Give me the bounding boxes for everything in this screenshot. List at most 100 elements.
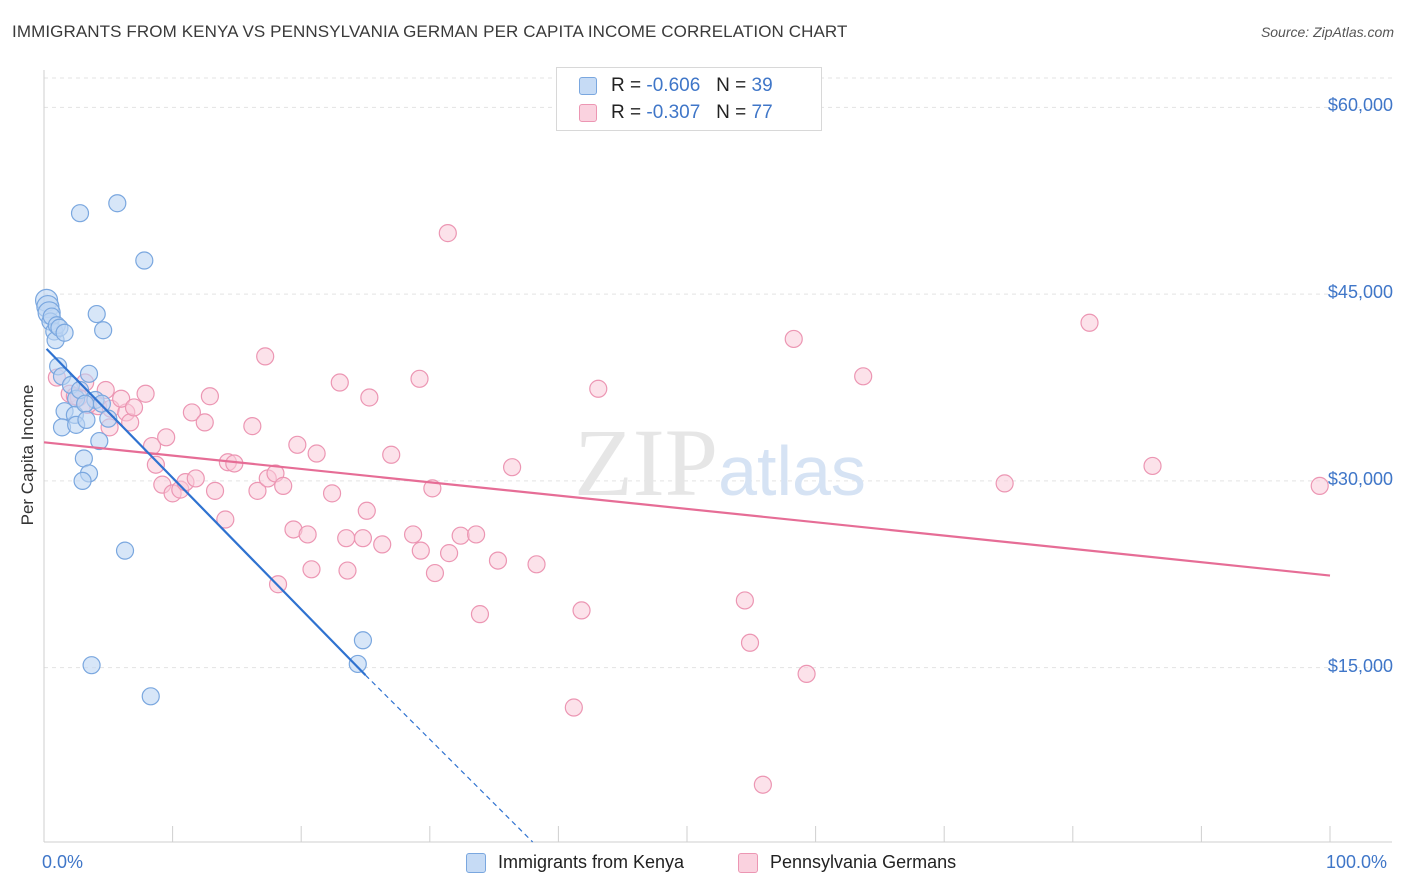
data-point-kenya xyxy=(55,323,74,342)
data-point-pennsylvania xyxy=(995,474,1014,493)
data-point-pennsylvania xyxy=(564,698,583,717)
legend-n-label: N = xyxy=(716,102,747,123)
legend-row-pennsylvania: R = -0.307 N = 77 xyxy=(579,100,773,126)
data-point-pennsylvania xyxy=(423,479,442,498)
x-tick-label-max: 100.0% xyxy=(1326,852,1388,872)
trend-line-kenya xyxy=(45,348,367,676)
data-point-kenya xyxy=(79,364,99,383)
data-point-pennsylvania xyxy=(488,551,508,570)
legend-swatch-pennsylvania xyxy=(579,104,597,122)
data-point-pennsylvania xyxy=(307,444,326,463)
data-point-kenya xyxy=(87,304,106,324)
data-point-kenya xyxy=(108,194,127,213)
data-point-pennsylvania xyxy=(589,379,608,398)
data-point-pennsylvania xyxy=(360,388,379,407)
data-point-pennsylvania xyxy=(302,560,321,579)
legend-n-value-kenya: 39 xyxy=(751,75,773,96)
data-point-kenya xyxy=(92,394,111,413)
data-point-pennsylvania xyxy=(451,526,470,545)
trend-line-pennsylvania xyxy=(43,441,1331,577)
legend-row-kenya: R = -0.606 N = 39 xyxy=(579,73,773,99)
chart-title: IMMIGRANTS FROM KENYA VS PENNSYLVANIA GE… xyxy=(12,22,848,41)
data-point-pennsylvania xyxy=(410,369,429,388)
data-point-kenya xyxy=(94,321,113,340)
data-point-pennsylvania xyxy=(298,525,317,544)
data-point-kenya xyxy=(70,204,90,223)
legend-n-label: N = xyxy=(716,75,747,96)
data-point-pennsylvania xyxy=(205,481,225,500)
data-point-pennsylvania xyxy=(1080,313,1099,332)
bottom-legend-kenya: Immigrants from Kenya xyxy=(466,852,684,873)
legend-r-value-pennsylvania: -0.307 xyxy=(646,102,701,123)
data-point-pennsylvania xyxy=(382,445,401,464)
watermark-atlas: atlas xyxy=(718,432,866,510)
trend-line-kenya-extrapolated xyxy=(365,674,534,843)
bottom-legend-swatch-kenya xyxy=(466,852,486,873)
data-point-pennsylvania xyxy=(146,455,165,474)
data-point-pennsylvania xyxy=(200,387,219,406)
data-point-pennsylvania xyxy=(466,525,486,544)
kenya-points xyxy=(34,194,373,706)
data-point-pennsylvania xyxy=(288,435,307,454)
data-point-pennsylvania xyxy=(438,224,457,243)
data-point-pennsylvania xyxy=(248,481,267,500)
bottom-legend-label-pennsylvania: Pennsylvania Germans xyxy=(770,852,957,872)
data-point-pennsylvania xyxy=(357,501,376,520)
data-point-pennsylvania xyxy=(784,329,803,349)
correlation-legend: R = -0.606 N = 39 R = -0.307 N = 77 xyxy=(556,67,822,131)
y-tick-label: $60,000 xyxy=(1327,95,1393,116)
data-point-kenya xyxy=(141,687,160,706)
data-point-kenya xyxy=(348,654,367,674)
data-point-pennsylvania xyxy=(425,563,445,583)
data-point-pennsylvania xyxy=(403,525,423,544)
data-point-pennsylvania xyxy=(353,529,373,548)
data-point-pennsylvania xyxy=(322,484,342,503)
data-point-pennsylvania xyxy=(338,561,357,580)
source-label: Source: ZipAtlas.com xyxy=(1260,24,1394,40)
data-point-pennsylvania xyxy=(157,428,176,447)
watermark-zip: ZIP xyxy=(574,409,718,516)
data-point-pennsylvania xyxy=(330,373,349,392)
y-tick-label: $15,000 xyxy=(1327,655,1393,676)
x-tick-label-min: 0.0% xyxy=(42,852,84,872)
y-tick-label: $45,000 xyxy=(1327,282,1393,303)
data-point-pennsylvania xyxy=(274,476,293,495)
data-point-kenya xyxy=(73,471,92,491)
legend-n-value-pennsylvania: 77 xyxy=(751,102,773,123)
data-point-pennsylvania xyxy=(195,413,214,432)
data-point-pennsylvania xyxy=(740,633,760,652)
grid-lines xyxy=(44,77,1392,669)
data-point-pennsylvania xyxy=(182,403,201,422)
legend-r-label: R = xyxy=(611,102,642,123)
trend-lines xyxy=(43,348,1331,843)
axes xyxy=(43,70,1392,843)
bottom-legend-swatch-pennsylvania xyxy=(738,852,758,873)
data-point-pennsylvania xyxy=(854,367,873,386)
data-point-pennsylvania xyxy=(243,417,262,436)
data-point-pennsylvania xyxy=(1310,476,1329,495)
data-point-pennsylvania xyxy=(1143,456,1162,476)
y-axis-title: Per Capita Income xyxy=(18,384,37,526)
data-point-pennsylvania xyxy=(753,775,772,794)
data-point-kenya xyxy=(82,656,101,675)
data-point-pennsylvania xyxy=(256,347,275,366)
data-point-kenya xyxy=(77,410,96,429)
data-point-pennsylvania xyxy=(572,601,591,620)
data-point-pennsylvania xyxy=(186,469,205,488)
data-point-pennsylvania xyxy=(470,605,490,624)
data-point-pennsylvania xyxy=(411,541,430,560)
data-point-kenya xyxy=(90,431,109,451)
data-point-kenya xyxy=(99,409,118,428)
data-point-kenya xyxy=(353,631,373,650)
data-point-pennsylvania xyxy=(216,510,235,529)
watermark: ZIPatlas xyxy=(574,409,866,516)
data-point-pennsylvania xyxy=(797,664,816,684)
data-point-pennsylvania xyxy=(735,591,754,610)
y-tick-label: $30,000 xyxy=(1327,468,1393,489)
bottom-legend-label-kenya: Immigrants from Kenya xyxy=(498,852,685,872)
data-point-pennsylvania xyxy=(373,535,392,554)
data-point-pennsylvania xyxy=(337,529,356,548)
legend-r-label: R = xyxy=(611,75,642,96)
data-point-pennsylvania xyxy=(136,384,155,403)
